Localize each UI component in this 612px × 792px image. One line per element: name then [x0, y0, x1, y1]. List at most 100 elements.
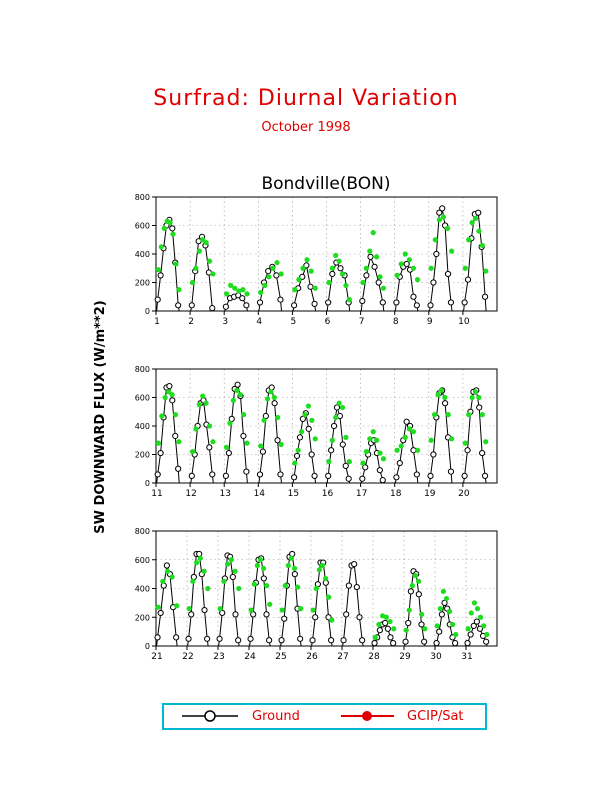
x-tick-label: 25	[275, 652, 286, 662]
sat-point	[176, 287, 182, 293]
ground-point	[461, 299, 468, 306]
sat-point	[164, 568, 171, 574]
sat-point	[414, 277, 421, 283]
sat-point	[227, 420, 233, 426]
ground-point	[379, 477, 386, 484]
x-tick-label: 18	[390, 489, 402, 499]
ground-day-line	[463, 389, 487, 484]
sat-point	[261, 417, 267, 423]
ground-point	[328, 637, 335, 644]
x-tick-label: 6	[325, 317, 331, 327]
chart-title: Surfrad: Diurnal Variation	[153, 86, 459, 111]
x-tick-label: 24	[244, 652, 256, 662]
sat-point	[309, 417, 315, 423]
sat-point	[403, 627, 409, 633]
sat-point	[474, 606, 481, 612]
ground-point	[225, 449, 232, 457]
x-tick-label: 22	[182, 652, 193, 662]
sat-point	[236, 288, 242, 294]
sat-point	[469, 394, 475, 401]
ground-point	[291, 571, 298, 578]
sat-point	[398, 443, 404, 449]
ground-point	[305, 425, 312, 432]
ground-point	[309, 637, 316, 644]
sat-point	[285, 562, 291, 569]
sat-point	[186, 606, 192, 612]
ground-point	[371, 263, 378, 270]
sat-point	[268, 389, 274, 395]
sat-point	[169, 574, 175, 580]
y-tick-label: 400	[135, 250, 150, 259]
ground-point	[402, 638, 409, 645]
sat-point	[270, 265, 276, 271]
ground-point	[328, 447, 335, 454]
sat-point	[380, 285, 387, 291]
x-tick-label: 29	[399, 652, 411, 662]
ground-point	[243, 302, 250, 309]
sat-point	[295, 584, 301, 590]
ground-point	[206, 444, 213, 451]
y-tick-label: 800	[135, 365, 150, 374]
plot-frame	[155, 196, 498, 312]
ground-point	[476, 625, 484, 632]
sat-point	[205, 585, 211, 592]
chart-subtitle: October 1998	[261, 120, 351, 135]
ground-point	[481, 293, 489, 300]
sat-point	[444, 225, 451, 231]
sat-point	[221, 578, 227, 584]
sat-point	[304, 257, 310, 263]
ground-point	[274, 437, 281, 444]
ground-point	[243, 468, 250, 475]
sat-point	[232, 285, 238, 291]
ground-point	[473, 618, 480, 625]
panel-title: Bondville(BON)	[261, 174, 390, 194]
x-tick-label: 3	[222, 317, 228, 327]
sat-point	[412, 572, 419, 579]
ground-point	[390, 640, 397, 647]
sat-point	[374, 437, 380, 443]
sat-point	[305, 403, 312, 409]
ground-point	[157, 272, 164, 279]
x-tick-label: 2	[188, 317, 194, 327]
ground-point	[311, 300, 318, 307]
sat-point	[295, 447, 301, 453]
sat-point	[161, 225, 167, 231]
sat-point	[449, 436, 455, 442]
ground-point	[265, 268, 272, 275]
sat-point	[422, 626, 428, 632]
ground-point	[393, 474, 400, 481]
sat-point	[167, 220, 173, 226]
y-tick-label: 200	[135, 613, 150, 622]
sat-point	[282, 583, 288, 589]
sat-point	[210, 439, 216, 445]
ground-point	[436, 209, 443, 216]
sat-point	[402, 251, 408, 257]
sat-point	[343, 282, 349, 288]
sat-point	[481, 623, 487, 629]
y-tick-label: 0	[145, 642, 150, 651]
sat-point	[446, 608, 453, 615]
ground-point	[345, 582, 352, 589]
sat-point	[363, 449, 369, 455]
ground-point	[277, 471, 284, 478]
ground-point	[307, 283, 314, 290]
sat-point	[155, 440, 161, 446]
sat-point	[308, 268, 314, 274]
ground-point	[157, 449, 164, 457]
ground-point	[256, 471, 264, 478]
y-tick-label: 200	[135, 279, 150, 288]
ground-point	[185, 635, 192, 642]
ground-point	[234, 381, 241, 388]
sat-point	[462, 265, 468, 271]
ground-point	[273, 272, 280, 279]
sat-point	[189, 449, 196, 455]
sat-point	[279, 607, 285, 613]
ground-point	[291, 474, 298, 481]
ground-point	[359, 297, 366, 305]
x-tick-label: 17	[356, 489, 367, 499]
sat-point	[471, 600, 477, 606]
legend: Ground GCIP/Sat	[162, 703, 487, 730]
ground-point	[337, 265, 344, 272]
sat-point	[173, 261, 179, 267]
ground-point	[311, 472, 318, 479]
